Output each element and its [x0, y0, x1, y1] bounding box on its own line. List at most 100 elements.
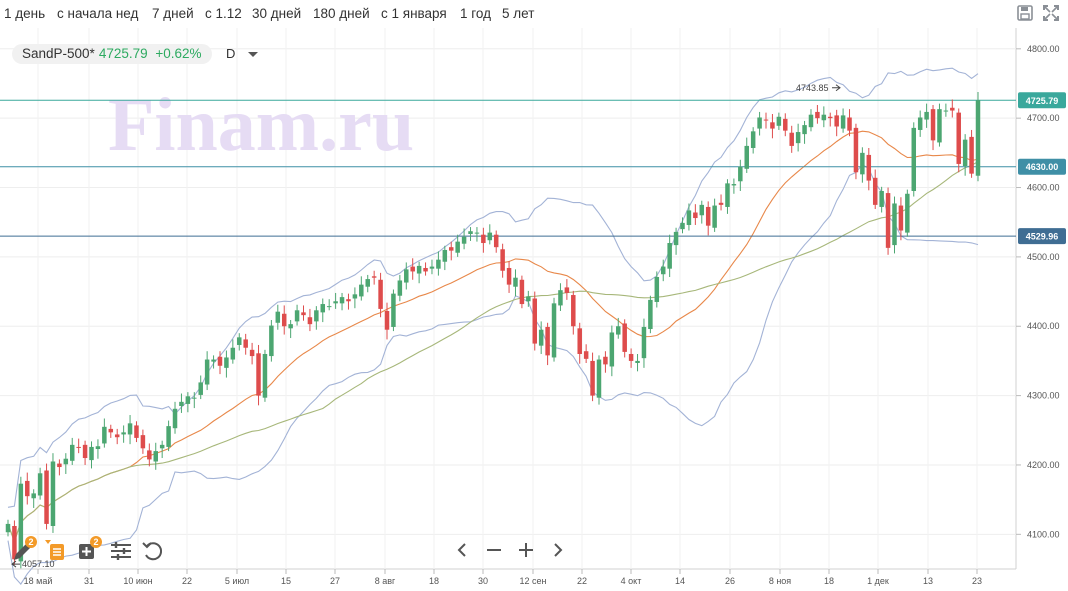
candle-body: [493, 234, 499, 248]
period-180-days[interactable]: 180 дней: [313, 6, 370, 21]
candle-body: [192, 397, 197, 399]
price-chart[interactable]: Finam.ru 4725.79 4630.00 4529.96 4100.00 42…: [0, 28, 1068, 591]
candle-body: [237, 337, 242, 345]
candle-body: [339, 297, 345, 304]
instrument-symbol: SandP-500*: [22, 46, 95, 61]
candle-body: [538, 329, 544, 346]
interval-label[interactable]: D: [226, 46, 236, 61]
period-7-days[interactable]: 7 дней: [152, 6, 194, 21]
period-30-days[interactable]: 30 дней: [252, 6, 302, 21]
candle-body: [622, 323, 627, 352]
candle-body: [680, 222, 685, 230]
fullscreen-icon[interactable]: [1042, 4, 1060, 22]
candle-body: [127, 423, 133, 435]
x-tick-label: 8 авг: [375, 576, 396, 586]
candle-body: [962, 139, 968, 167]
time-axis: 18 май 31 10 июн 22 5 июл 15 27 8 авг 18 30 12 сен…: [24, 569, 982, 586]
candle-body: [648, 299, 653, 330]
x-tick-label: 22: [182, 576, 192, 586]
candle-body: [603, 356, 608, 365]
period-1-year[interactable]: 1 год: [460, 6, 491, 21]
period-week-to-date[interactable]: с начала нед: [57, 6, 139, 21]
candle-body: [281, 313, 287, 327]
candle-body: [448, 247, 454, 251]
candle-body: [628, 353, 634, 361]
candle-body: [423, 267, 428, 272]
period-1-day[interactable]: 1 день: [4, 6, 46, 21]
indicators-icon[interactable]: 2: [76, 536, 102, 564]
candle-body: [738, 166, 743, 182]
candle-body: [725, 183, 730, 207]
reset-icon[interactable]: [140, 538, 166, 564]
candle-body: [802, 125, 807, 135]
candle-body: [211, 359, 216, 362]
candle-body: [140, 435, 146, 449]
x-tick-label: 18 май: [24, 576, 53, 586]
level-label: 4630.00: [1026, 162, 1059, 172]
list-icon[interactable]: [44, 538, 70, 564]
zoom-out-icon[interactable]: [483, 538, 505, 562]
candle-body: [474, 232, 480, 234]
candle-body: [262, 353, 268, 398]
candle-body: [198, 382, 203, 395]
candle-body: [320, 304, 326, 313]
candle-body: [616, 326, 621, 335]
y-tick-label: 4200.00: [1027, 460, 1060, 470]
x-tick-label: 8 ноя: [769, 576, 791, 586]
candle-body: [609, 332, 615, 367]
candle-body: [69, 444, 75, 461]
x-tick-label: 18: [429, 576, 439, 586]
candle-body: [718, 202, 724, 205]
candle-body: [795, 132, 801, 144]
candle-body: [763, 119, 769, 121]
candle-body: [455, 241, 460, 253]
instrument-pill[interactable]: SandP-500* 4725.79 +0.62%: [12, 44, 212, 64]
candle-body: [50, 461, 56, 526]
candle-body: [808, 114, 814, 128]
period-5-years[interactable]: 5 лет: [502, 6, 535, 21]
x-tick-label: 31: [84, 576, 94, 586]
y-tick-label: 4300.00: [1027, 391, 1060, 401]
period-since-dec-1[interactable]: с 1.12: [205, 6, 242, 21]
candle-body: [532, 298, 538, 344]
candle-body: [185, 396, 191, 404]
candle-body: [153, 451, 158, 462]
candle-body: [635, 360, 640, 364]
horizontal-levels[interactable]: 4725.79 4630.00 4529.96: [0, 92, 1066, 245]
y-tick-label: 4600.00: [1027, 183, 1060, 193]
candle-body: [892, 203, 897, 246]
candle-body: [436, 259, 441, 269]
candle-body: [905, 193, 910, 233]
period-ytd[interactable]: с 1 января: [381, 6, 447, 21]
y-tick-label: 4800.00: [1027, 44, 1060, 54]
low-arrow-icon: [11, 560, 20, 568]
settings-sliders-icon[interactable]: [108, 538, 134, 564]
candle-body: [558, 290, 563, 306]
chevron-right-icon[interactable]: [547, 538, 569, 562]
draw-tool-icon[interactable]: 2: [10, 536, 37, 564]
zoom-in-icon[interactable]: [515, 538, 537, 562]
x-tick-label: 13: [923, 576, 933, 586]
candle-body: [224, 357, 229, 368]
instrument-change: +0.62%: [155, 46, 202, 61]
high-annotation: 4743.85: [796, 83, 829, 93]
candle-body: [346, 299, 351, 302]
chevron-down-icon[interactable]: [248, 52, 258, 57]
candle-body: [166, 426, 171, 447]
bollinger-lower: [7, 163, 979, 586]
candle-body: [975, 100, 981, 176]
save-icon[interactable]: [1016, 4, 1034, 22]
candle-body: [744, 145, 749, 169]
moving-average-slow: [7, 161, 979, 544]
candle-body: [840, 115, 846, 129]
candle-body: [506, 267, 512, 285]
low-annotation: 4057.10: [22, 559, 55, 569]
candle-body: [359, 284, 364, 297]
candle-body: [159, 444, 165, 449]
candle-body: [102, 426, 107, 444]
draw-badge: 2: [25, 536, 37, 548]
chevron-left-icon[interactable]: [452, 538, 474, 562]
candle-body: [860, 152, 865, 175]
candle-body: [5, 523, 11, 533]
candle-body: [391, 293, 396, 327]
